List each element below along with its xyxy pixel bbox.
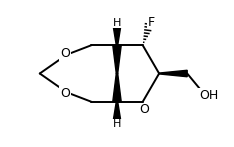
Text: O: O xyxy=(139,103,149,116)
Polygon shape xyxy=(113,102,121,121)
Text: OH: OH xyxy=(199,89,218,102)
Polygon shape xyxy=(113,26,121,45)
Text: O: O xyxy=(60,87,70,100)
Polygon shape xyxy=(113,74,121,102)
Text: H: H xyxy=(113,119,121,129)
Text: O: O xyxy=(60,47,70,60)
Polygon shape xyxy=(113,45,121,74)
Text: F: F xyxy=(147,16,154,29)
Polygon shape xyxy=(159,70,187,77)
Text: H: H xyxy=(113,18,121,28)
